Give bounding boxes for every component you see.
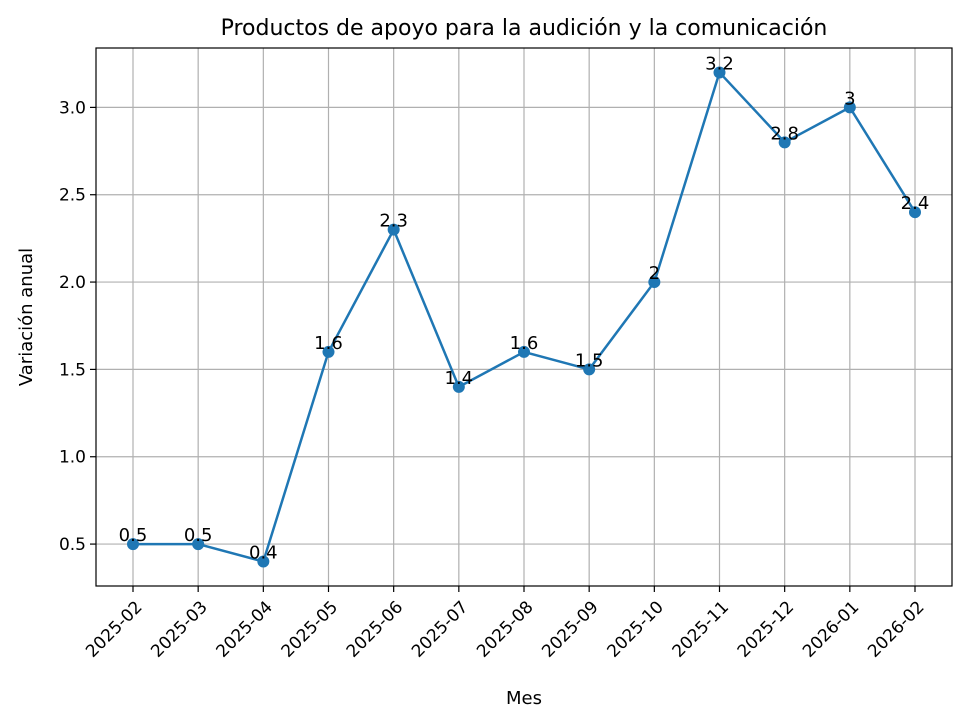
- grid: [96, 48, 952, 586]
- data-label: 2.8: [770, 123, 799, 144]
- data-label: 2: [649, 263, 660, 284]
- chart-title: Productos de apoyo para la audición y la…: [221, 16, 828, 41]
- x-tick-label: 2025-09: [538, 597, 602, 661]
- data-label: 0.5: [184, 525, 213, 546]
- x-tick-label: 2025-07: [408, 597, 472, 661]
- y-tick-label: 1.0: [59, 448, 86, 468]
- data-point: [909, 206, 921, 219]
- x-tick-label: 2026-01: [799, 597, 863, 661]
- y-axis-label: Variación anual: [16, 248, 37, 386]
- y-tick-label: 0.5: [59, 535, 86, 555]
- data-label: 1.5: [575, 350, 604, 371]
- data-point: [648, 276, 661, 289]
- x-tick-label: 2025-06: [343, 597, 407, 661]
- data-label: 2.3: [379, 211, 408, 232]
- data-point: [713, 66, 726, 79]
- x-tick-label: 2025-10: [604, 597, 668, 661]
- x-tick-label: 2025-02: [82, 597, 146, 661]
- data-point: [778, 136, 791, 149]
- y-axis-ticks: 0.5 1.0 1.5 2.0 2.5 3.0: [59, 98, 96, 555]
- data-label: 2.4: [901, 193, 930, 214]
- data-points: [127, 66, 921, 568]
- data-point: [127, 538, 139, 551]
- y-tick-label: 2.0: [59, 273, 86, 293]
- data-label: 0.5: [119, 525, 148, 546]
- x-axis-ticks: 2025-02 2025-03 2025-04 2025-05 2025-06 2025-…: [82, 586, 929, 662]
- data-point: [843, 101, 856, 114]
- plot-area-frame: [95, 47, 953, 587]
- x-tick-label: 2026-02: [864, 597, 928, 661]
- x-tick-label: 2025-12: [734, 597, 798, 661]
- data-label: 1.6: [510, 333, 539, 354]
- data-label: 3.2: [705, 53, 734, 74]
- data-point: [452, 380, 465, 393]
- x-tick-label: 2025-11: [669, 597, 733, 661]
- y-tick-label: 1.5: [59, 360, 86, 380]
- data-point: [257, 555, 270, 568]
- x-tick-label: 2025-04: [213, 597, 277, 661]
- x-axis-label: Mes: [506, 688, 542, 709]
- data-label: 1.6: [314, 333, 343, 354]
- data-label: 3: [844, 88, 855, 109]
- data-point: [518, 345, 530, 358]
- x-tick-label: 2025-08: [473, 597, 537, 661]
- data-label: 1.4: [445, 368, 474, 389]
- x-tick-label: 2025-03: [147, 597, 211, 661]
- data-point: [583, 363, 596, 376]
- x-tick-label: 2025-05: [278, 597, 342, 661]
- data-point: [322, 345, 335, 358]
- data-point: [192, 538, 205, 551]
- data-label: 0.4: [249, 543, 278, 564]
- y-tick-label: 3.0: [59, 98, 86, 118]
- data-labels: 0.5 0.5 0.4 1.6 2.3 1.4 1.6 1.5 2 3.2 2.8 3 2.4: [119, 53, 930, 563]
- data-point: [387, 223, 400, 236]
- y-tick-label: 2.5: [59, 186, 86, 206]
